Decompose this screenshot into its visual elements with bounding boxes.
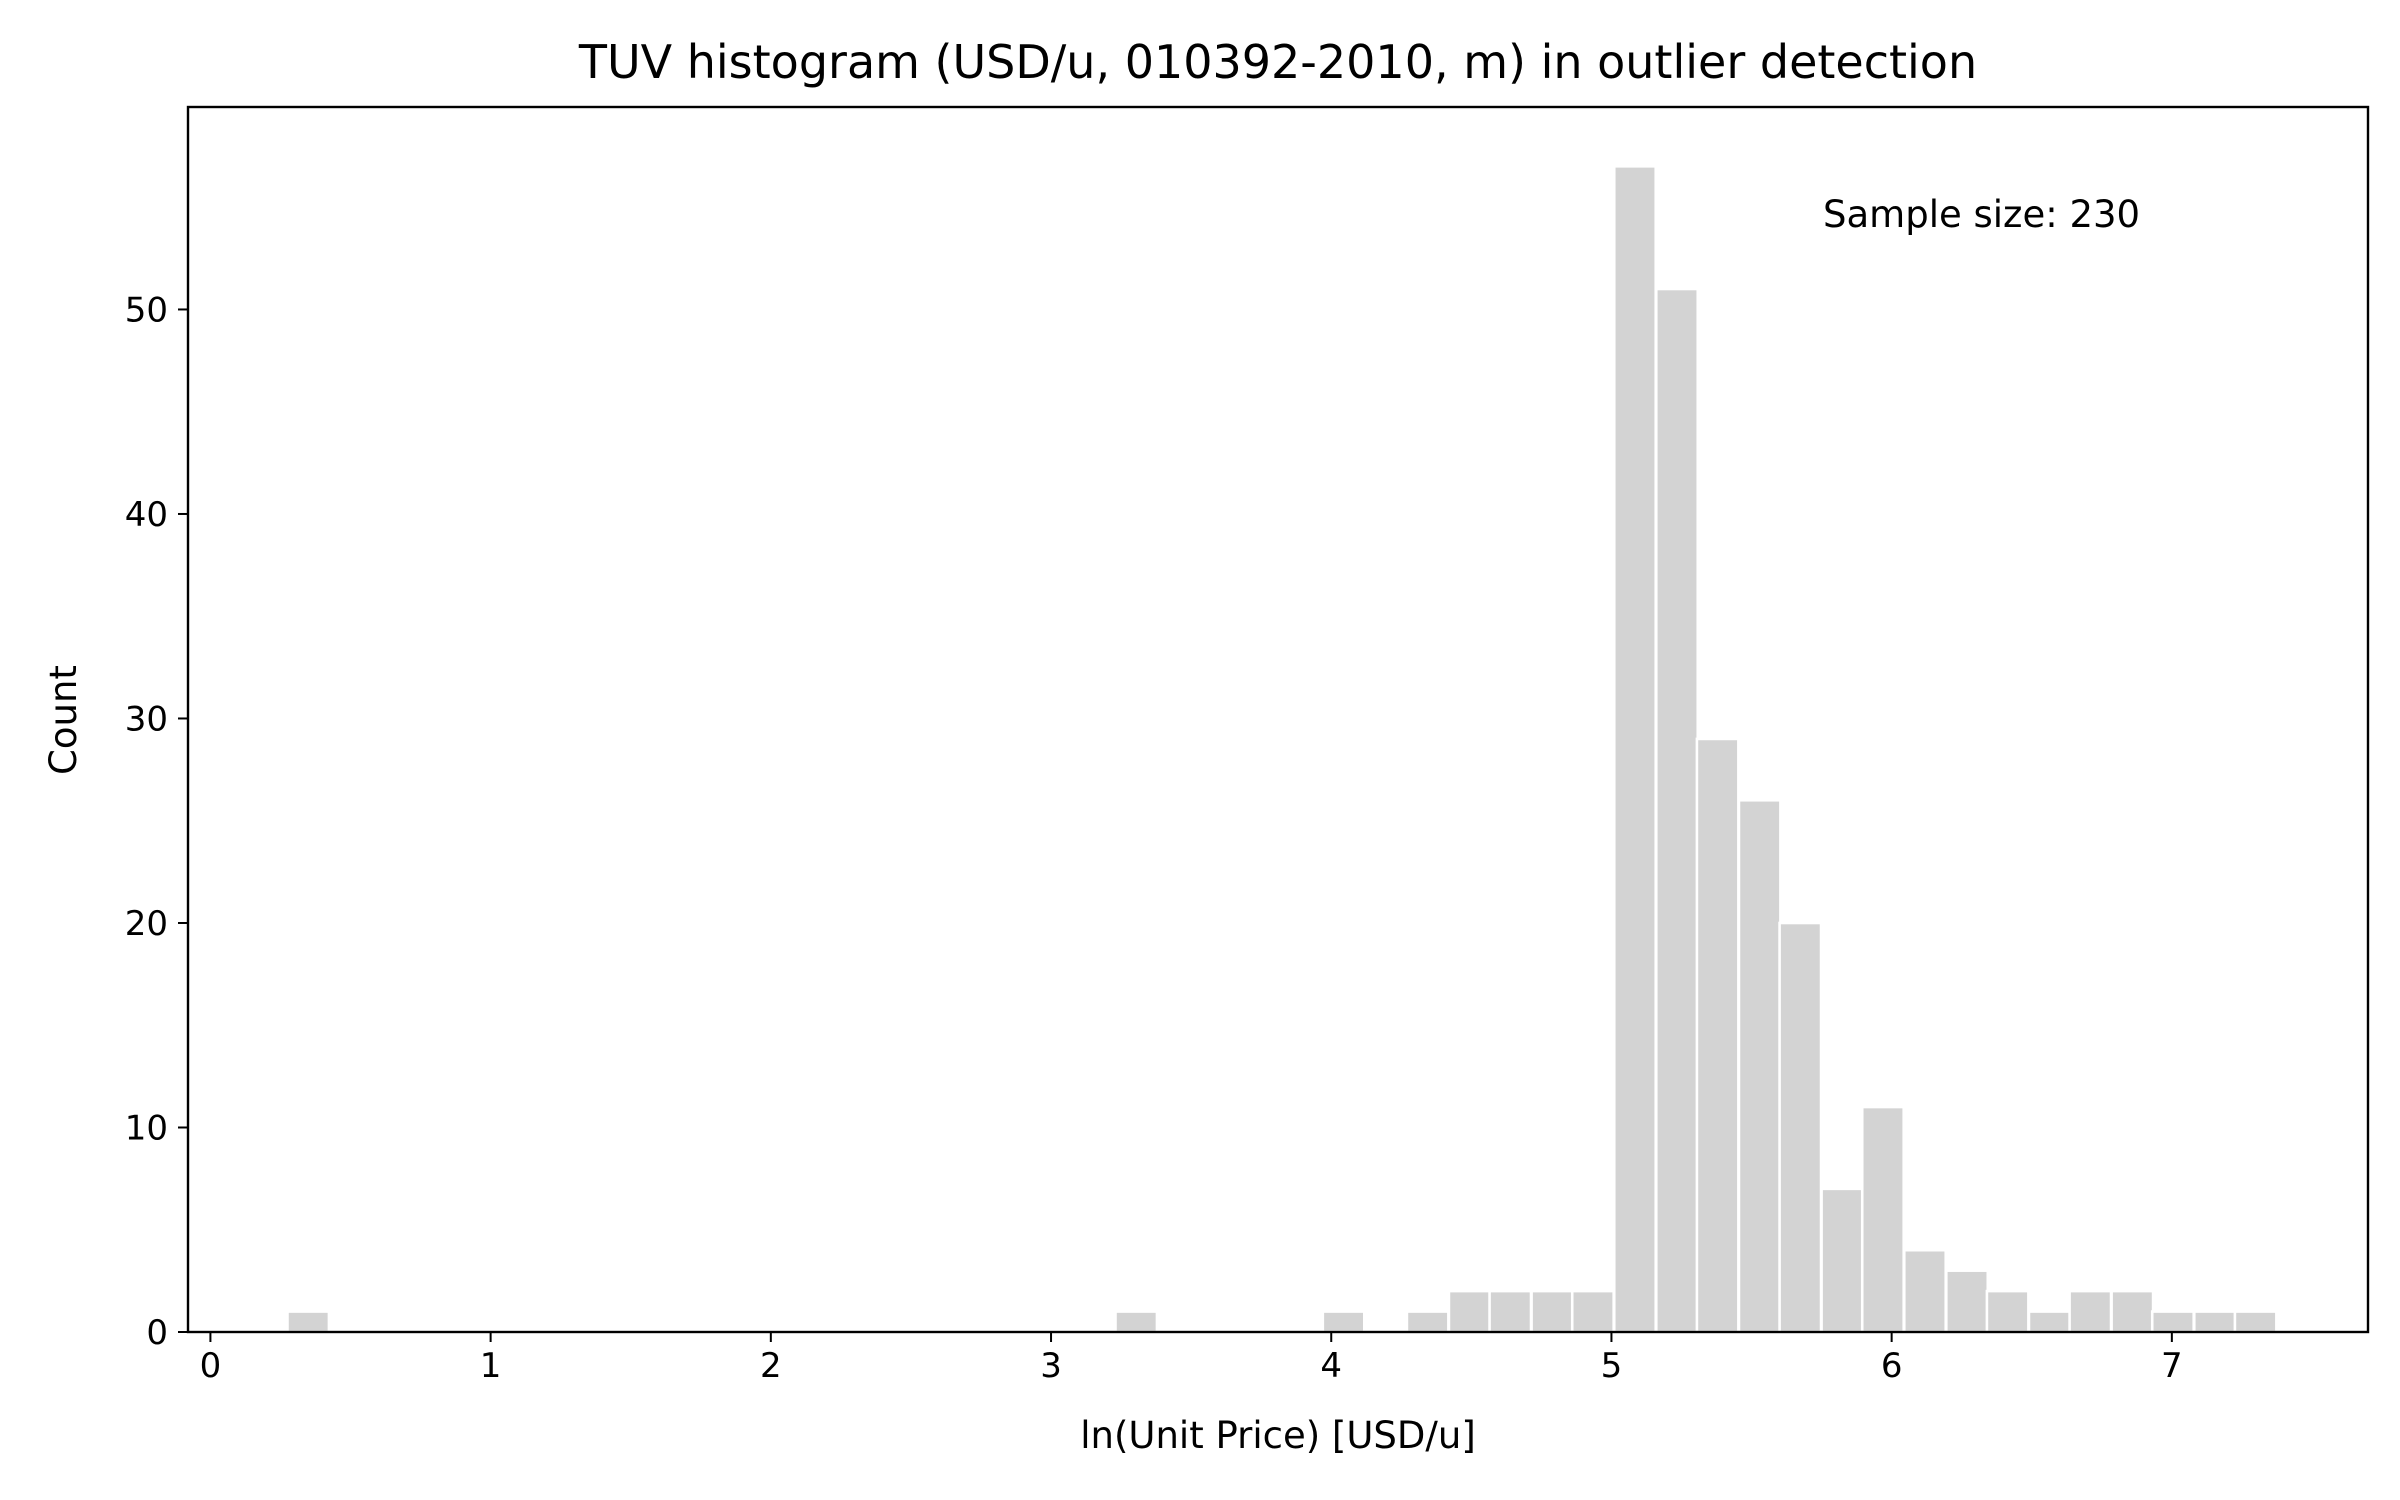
x-tick-label-6: 6 bbox=[1881, 1346, 1903, 1386]
x-axis-ticks: 0 1 2 3 4 5 6 7 bbox=[200, 1332, 2183, 1386]
histogram-bar-5 bbox=[1488, 1289, 1533, 1334]
histogram-bar-8 bbox=[1612, 165, 1658, 1334]
histogram-bar-22 bbox=[2192, 1310, 2238, 1334]
histogram-bar-12 bbox=[1778, 921, 1823, 1334]
x-tick-label-1: 1 bbox=[480, 1346, 502, 1386]
histogram-bar-9 bbox=[1654, 287, 1700, 1334]
histogram-bar-0 bbox=[286, 1310, 331, 1334]
plot-area bbox=[188, 107, 2368, 1332]
y-tick-label-0: 0 bbox=[146, 1313, 168, 1353]
x-tick-label-2: 2 bbox=[760, 1346, 782, 1386]
histogram-bar-11 bbox=[1737, 798, 1782, 1334]
y-tick-label-4: 40 bbox=[125, 495, 168, 535]
histogram-bar-16 bbox=[1944, 1269, 1990, 1334]
histogram-bar-7 bbox=[1570, 1289, 1615, 1334]
x-tick-label-5: 5 bbox=[1601, 1346, 1623, 1386]
histogram-bar-19 bbox=[2068, 1289, 2113, 1334]
sample-size-annotation: Sample size: 230 bbox=[1823, 193, 2140, 236]
chart-title: TUV histogram (USD/u, 010392-2010, m) in… bbox=[578, 35, 1977, 89]
histogram-bar-10 bbox=[1695, 737, 1740, 1334]
y-tick-label-5: 50 bbox=[125, 290, 168, 330]
plot-frame bbox=[186, 105, 2370, 1334]
histogram-bar-18 bbox=[2027, 1310, 2072, 1334]
histogram-bar-21 bbox=[2150, 1310, 2196, 1334]
histogram-bar-17 bbox=[1985, 1289, 2030, 1334]
y-axis-ticks: 0 10 20 30 40 50 bbox=[125, 290, 188, 1353]
histogram-bar-14 bbox=[1860, 1105, 1905, 1334]
histogram-bar-23 bbox=[2233, 1310, 2278, 1334]
x-tick-label-0: 0 bbox=[200, 1346, 222, 1386]
histogram-bar-20 bbox=[2110, 1289, 2155, 1334]
y-tick-label-3: 30 bbox=[125, 699, 168, 739]
histogram-bar-13 bbox=[1820, 1187, 1865, 1334]
histogram-bar-15 bbox=[1902, 1248, 1948, 1334]
x-tick-label-7: 7 bbox=[2161, 1346, 2183, 1386]
x-tick-label-4: 4 bbox=[1320, 1346, 1342, 1386]
histogram-bar-4 bbox=[1447, 1289, 1492, 1334]
histogram-bar-2 bbox=[1321, 1310, 1366, 1334]
y-tick-label-2: 20 bbox=[125, 904, 168, 944]
histogram-bar-1 bbox=[1114, 1310, 1159, 1334]
y-axis-title: Count bbox=[42, 665, 85, 775]
histogram-bar-3 bbox=[1405, 1310, 1450, 1334]
histogram-bar-6 bbox=[1530, 1289, 1575, 1334]
y-tick-label-1: 10 bbox=[125, 1108, 168, 1148]
x-tick-label-3: 3 bbox=[1040, 1346, 1062, 1386]
histogram-bars bbox=[286, 165, 2278, 1334]
x-axis-title: ln(Unit Price) [USD/u] bbox=[1080, 1414, 1476, 1457]
